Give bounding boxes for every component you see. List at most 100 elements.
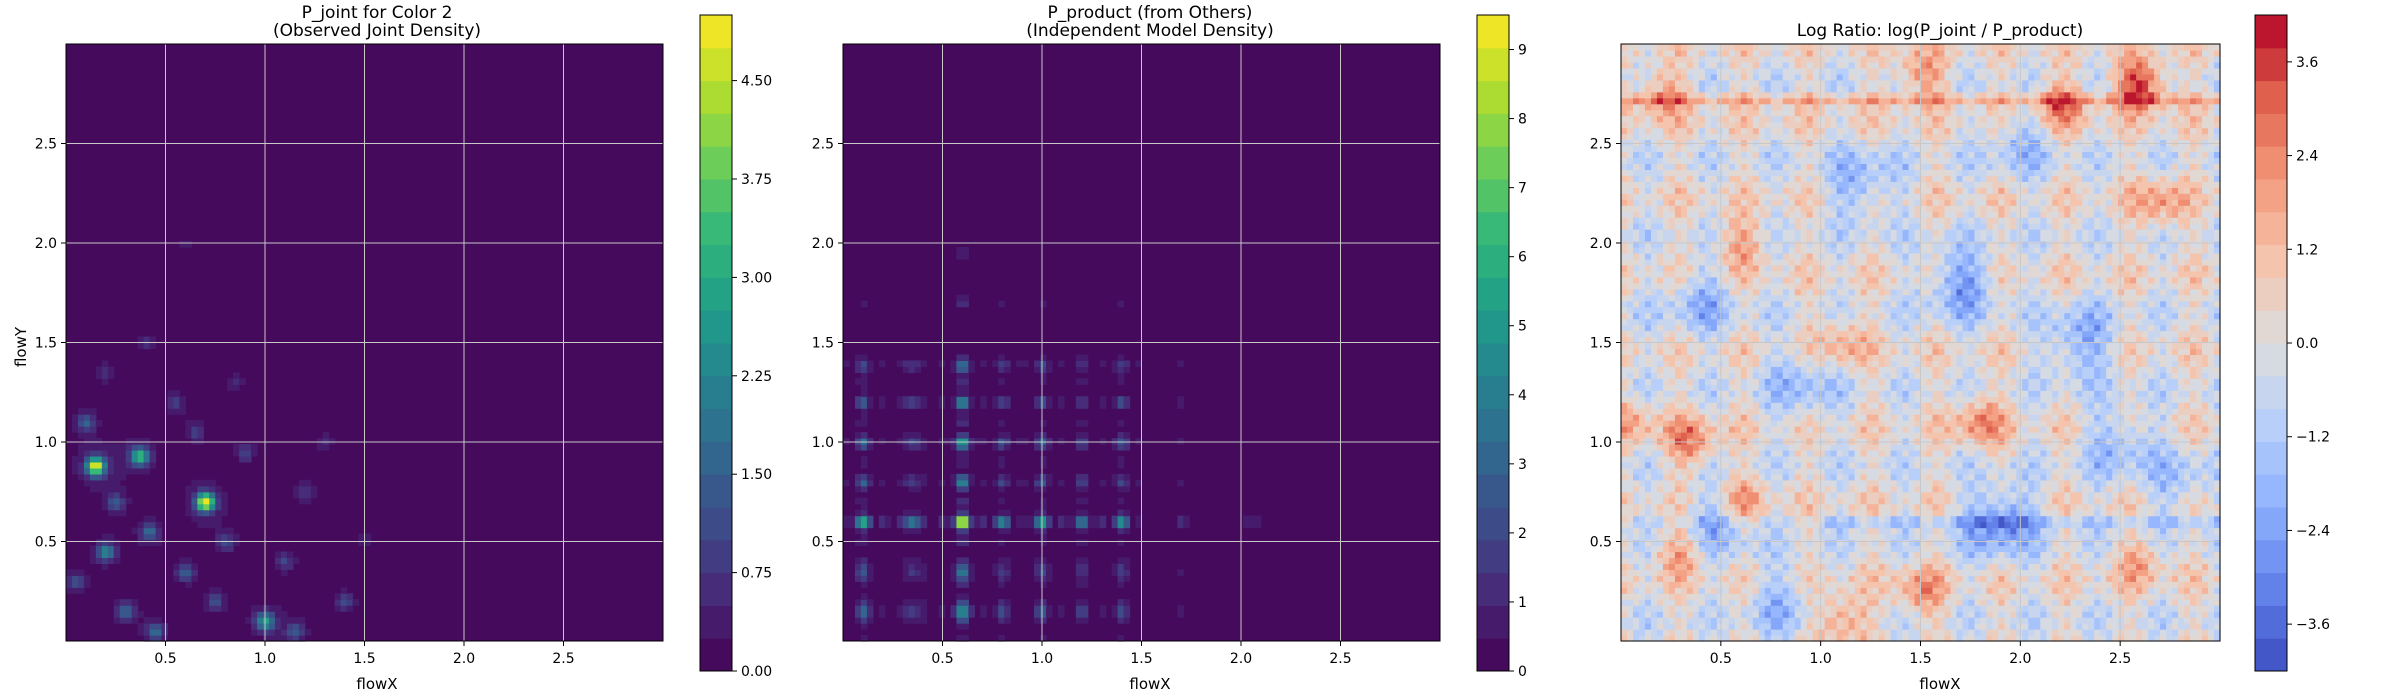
- heatmap-cell: [1662, 443, 1670, 451]
- heatmap-cell: [1698, 473, 1706, 481]
- heatmap-cell: [2190, 503, 2197, 511]
- heatmap-cell: [2058, 581, 2065, 588]
- heatmap-cell: [1914, 491, 1922, 499]
- heatmap-cell: [2088, 539, 2095, 547]
- heatmap-cell: [1117, 378, 1125, 385]
- heatmap-cell: [1626, 509, 1634, 517]
- heatmap-cell: [1075, 420, 1083, 427]
- heatmap-cell: [1758, 575, 1766, 582]
- heatmap-cell: [2028, 569, 2035, 576]
- heatmap-cell: [1824, 473, 1832, 481]
- heatmap-cell: [197, 485, 204, 493]
- heatmap-cell: [908, 443, 916, 451]
- y-tick-label: 1.0: [812, 435, 834, 451]
- heatmap-cell: [203, 491, 210, 499]
- heatmap-cell: [137, 611, 145, 618]
- heatmap-cell: [2136, 479, 2143, 487]
- heatmap-cell: [1656, 461, 1664, 469]
- heatmap-cell: [221, 545, 228, 553]
- heatmap-cell: [1818, 426, 1826, 433]
- heatmap-cell: [2214, 503, 2221, 511]
- heatmap-cell: [1674, 509, 1682, 517]
- heatmap-cell: [1764, 551, 1772, 559]
- heatmap-cell: [2082, 455, 2089, 463]
- heatmap-cell: [1740, 432, 1748, 439]
- heatmap-cell: [1944, 426, 1952, 433]
- heatmap-cell: [1944, 420, 1952, 427]
- heatmap-cell: [1866, 509, 1874, 517]
- heatmap-cell: [2154, 432, 2161, 439]
- heatmap-cell: [1057, 396, 1065, 403]
- heatmap-cell: [2070, 443, 2077, 451]
- heatmap-cell: [1800, 420, 1808, 427]
- heatmap-cell: [1716, 509, 1724, 517]
- heatmap-cell: [1998, 438, 2005, 445]
- heatmap-cell: [101, 455, 109, 463]
- heatmap-cell: [155, 533, 163, 541]
- heatmap-cell: [113, 509, 121, 517]
- heatmap-cell: [227, 545, 234, 553]
- heatmap-cell: [1872, 420, 1880, 427]
- heatmap-cell: [1896, 432, 1904, 439]
- heatmap-cell: [113, 539, 121, 547]
- heatmap-cell: [1980, 443, 1987, 451]
- heatmap-cell: [2112, 623, 2119, 630]
- heatmap-cell: [962, 485, 969, 493]
- heatmap-cell: [1117, 617, 1125, 624]
- heatmap-cell: [1704, 461, 1712, 469]
- heatmap-cell: [1806, 432, 1814, 439]
- heatmap-cell: [1836, 455, 1844, 463]
- heatmap-cell: [1944, 551, 1952, 559]
- heatmap-cell: [1878, 605, 1886, 612]
- heatmap-cell: [962, 402, 969, 409]
- heatmap-cell: [1812, 521, 1820, 529]
- heatmap-cell: [956, 563, 963, 570]
- heatmap-cell: [1902, 503, 1910, 511]
- heatmap-cell: [2028, 581, 2035, 588]
- heatmap-cell: [1896, 617, 1904, 624]
- heatmap-cell: [1788, 473, 1796, 481]
- heatmap-cell: [1854, 473, 1862, 481]
- heatmap-cell: [2088, 515, 2095, 523]
- heatmap-cell: [131, 438, 139, 445]
- heatmap-cell: [167, 408, 175, 415]
- heatmap-cell: [1986, 438, 1993, 445]
- heatmap-cell: [1728, 420, 1736, 427]
- heatmap-cell: [1890, 635, 1898, 642]
- heatmap-cell: [346, 593, 354, 600]
- heatmap-cell: [998, 509, 1005, 517]
- heatmap-cell: [1692, 563, 1700, 570]
- heatmap-cell: [1926, 557, 1934, 564]
- heatmap-cell: [2166, 545, 2173, 553]
- heatmap-cell: [1896, 539, 1904, 547]
- heatmap-cell: [1117, 515, 1125, 523]
- heatmap-cell: [1650, 497, 1658, 505]
- heatmap-cell: [2136, 551, 2143, 559]
- heatmap-cell: [1932, 629, 1940, 636]
- heatmap-cell: [1710, 557, 1718, 564]
- heatmap-cell: [1746, 414, 1754, 421]
- heatmap-cell: [2058, 557, 2065, 564]
- heatmap-cell: [1746, 443, 1754, 451]
- colorbar-tick-label: 0: [1518, 664, 1527, 680]
- heatmap-cell: [1986, 569, 1993, 576]
- heatmap-cell: [1081, 432, 1089, 439]
- heatmap-cell: [274, 563, 282, 570]
- heatmap-cell: [2094, 581, 2101, 588]
- heatmap-cell: [1800, 629, 1808, 636]
- heatmap-cell: [1650, 420, 1658, 427]
- heatmap-cell: [2076, 467, 2083, 475]
- heatmap-cell: [1644, 467, 1652, 475]
- heatmap-cell: [1686, 503, 1694, 511]
- heatmap-cell: [1782, 438, 1790, 445]
- heatmap-cell: [1099, 479, 1107, 487]
- heatmap-cell: [1872, 593, 1880, 600]
- heatmap-cell: [1848, 629, 1856, 636]
- heatmap-cell: [89, 455, 97, 463]
- heatmap-cell: [2148, 629, 2155, 636]
- heatmap-cell: [1111, 605, 1119, 612]
- heatmap-cell: [1656, 527, 1664, 535]
- heatmap-cell: [1692, 521, 1700, 529]
- heatmap-cell: [1854, 533, 1862, 541]
- heatmap-cell: [2118, 455, 2125, 463]
